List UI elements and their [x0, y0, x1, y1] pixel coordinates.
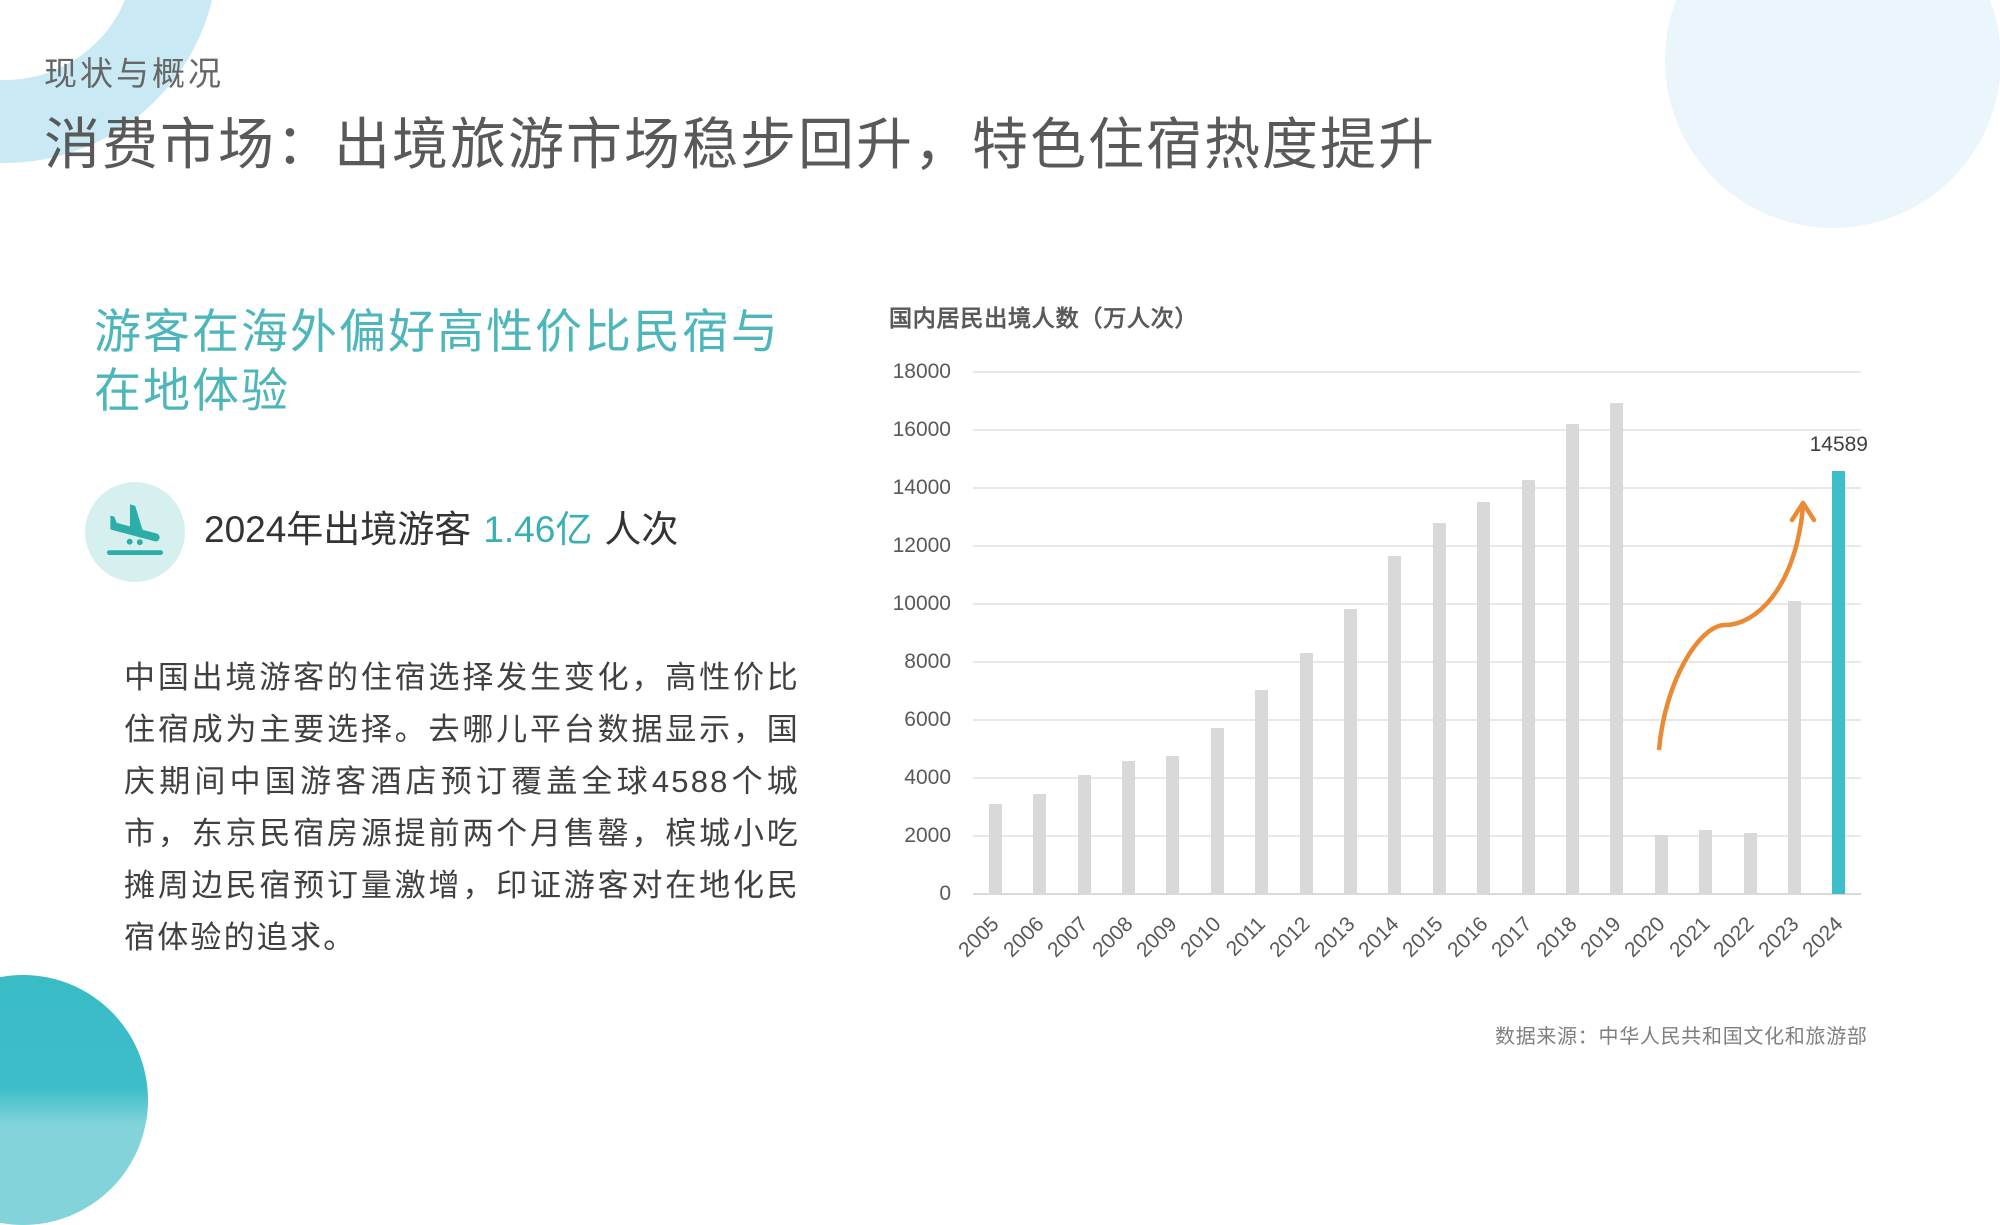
bar-2021: [1699, 830, 1713, 894]
bar-2024: [1832, 470, 1846, 894]
section-label: 现状与概况: [44, 55, 224, 92]
x-axis-tick-text: 2023: [1753, 912, 1804, 962]
decorative-circle-top-right: [1665, 0, 2000, 228]
bar-2012: [1299, 652, 1313, 894]
x-axis-tick-text: 2019: [1576, 912, 1626, 962]
x-axis-tick-text: 2009: [1132, 912, 1182, 962]
y-axis-tick-label: 16000: [892, 418, 951, 441]
bar-2017: [1521, 480, 1535, 894]
data-label-2024: 14589: [1809, 432, 1868, 456]
x-axis-tick-text: 2013: [1309, 912, 1360, 962]
x-axis-tick-text: 2005: [954, 912, 1004, 962]
stat-outbound-tourists: 2024年出境游客 1.46亿 人次: [204, 507, 678, 553]
body-line: 摊周边民宿预订量激增，印证游客对在地化民: [124, 868, 800, 903]
body-line: 中国出境游客的住宿选择发生变化，高性价比: [124, 660, 800, 695]
y-axis-tick-label: 8000: [904, 650, 951, 673]
bar-2005: [988, 804, 1002, 894]
y-axis-tick-label: 10000: [892, 592, 951, 615]
bar-2008: [1121, 761, 1135, 894]
stat-prefix: 2024年出境游客: [204, 509, 472, 550]
x-axis-tick-text: 2024: [1798, 912, 1848, 962]
x-axis-tick-text: 2007: [1043, 912, 1093, 962]
bar-2013: [1343, 609, 1357, 894]
gridline: [973, 429, 1861, 431]
y-axis-tick-label: 6000: [904, 708, 951, 731]
x-axis-tick-text: 2020: [1620, 912, 1670, 962]
bar-2020: [1654, 835, 1668, 894]
gridline: [973, 371, 1861, 373]
bar-2022: [1743, 833, 1757, 894]
body-paragraph: 中国出境游客的住宿选择发生变化，高性价比 住宿成为主要选择。去哪儿平台数据显示，…: [124, 652, 800, 964]
y-axis-tick-label: 4000: [904, 766, 951, 789]
stat-icon-badge: [85, 482, 185, 582]
x-axis-tick-text: 2010: [1176, 912, 1226, 962]
bar-2006: [1033, 793, 1047, 894]
x-axis-tick-text: 2021: [1665, 912, 1715, 962]
y-axis-tick-label: 0: [939, 882, 951, 905]
page-title: 消费市场：出境旅游市场稳步回升，特色住宿热度提升: [44, 113, 1436, 176]
y-axis-tick-label: 18000: [892, 360, 951, 383]
bar-2015: [1432, 523, 1446, 894]
bar-2011: [1255, 690, 1269, 894]
x-axis-tick-text: 2014: [1354, 912, 1404, 962]
bar-2014: [1388, 555, 1402, 894]
stat-value: 1.46亿: [483, 509, 593, 550]
bar-2007: [1077, 775, 1091, 894]
subheading: 游客在海外偏好高性价比民宿与 在地体验: [94, 302, 780, 420]
x-axis-tick-text: 2016: [1443, 912, 1493, 962]
gridline: [973, 719, 1861, 721]
gridline: [973, 487, 1861, 489]
body-line: 庆期间中国游客酒店预订覆盖全球4588个城: [124, 764, 800, 799]
data-source-note: 数据来源：中华人民共和国文化和旅游部: [1495, 1026, 1868, 1048]
gridline: [973, 661, 1861, 663]
gridline: [973, 545, 1861, 547]
bar-2023: [1787, 601, 1801, 894]
bar-2016: [1477, 502, 1491, 894]
x-axis-tick-text: 2022: [1709, 912, 1759, 962]
decorative-circle-bottom-left: [0, 975, 148, 1225]
x-axis-tick-text: 2008: [1087, 912, 1138, 962]
y-axis-tick-label: 2000: [904, 824, 951, 847]
stat-suffix: 人次: [604, 509, 679, 550]
y-axis-tick-label: 14000: [892, 476, 951, 499]
bar-2019: [1610, 403, 1624, 894]
x-axis-tick-text: 2006: [999, 912, 1049, 962]
chart-title: 国内居民出境人数（万人次）: [889, 305, 1199, 331]
x-axis-line: [973, 893, 1861, 895]
body-line: 宿体验的追求。: [124, 920, 357, 955]
x-axis-tick-text: 2011: [1222, 912, 1271, 961]
bar-2018: [1565, 424, 1579, 894]
x-axis-tick-text: 2017: [1487, 912, 1537, 962]
bar-2010: [1210, 727, 1224, 894]
bar-2009: [1166, 755, 1180, 894]
body-line: 住宿成为主要选择。去哪儿平台数据显示，国: [124, 712, 800, 747]
gridline: [973, 603, 1861, 605]
subheading-line: 游客在海外偏好高性价比民宿与: [94, 305, 780, 358]
gridline: [973, 777, 1861, 779]
subheading-line: 在地体验: [94, 364, 290, 417]
plot-area: 0 2000 4000 6000 8000 10000 12000 14000 16000 180…: [893, 360, 1868, 962]
x-axis-tick-text: 2018: [1531, 912, 1582, 962]
gridline: [973, 835, 1861, 837]
x-axis-tick-text: 2012: [1265, 912, 1315, 962]
y-axis-tick-label: 12000: [892, 534, 951, 557]
flight-land-icon: [107, 504, 163, 555]
x-axis-tick-text: 2015: [1398, 912, 1448, 962]
body-line: 市，东京民宿房源提前两个月售罄，槟城小吃: [124, 816, 800, 851]
